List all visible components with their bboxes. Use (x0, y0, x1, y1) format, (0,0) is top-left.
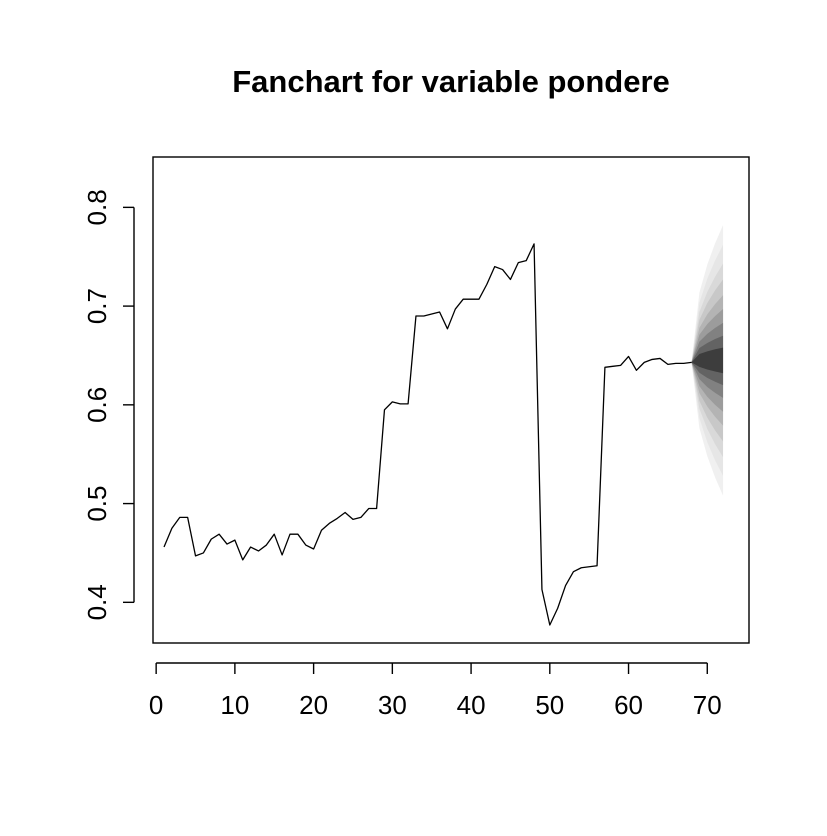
fan-band-9 (691, 347, 724, 374)
series-line-1 (163, 243, 692, 626)
x-tick-label: 0 (149, 690, 163, 720)
x-tick-label: 50 (535, 690, 564, 720)
series-layer (163, 243, 692, 626)
fan-bands (691, 225, 724, 496)
y-axis: 0.4 0.5 0.6 0.7 0.8 (82, 189, 135, 620)
x-tick-label: 60 (614, 690, 643, 720)
chart-title: Fanchart for variable pondere (232, 64, 670, 99)
plot-frame (152, 156, 750, 644)
x-tick-label: 20 (299, 690, 328, 720)
x-tick-label: 70 (693, 690, 722, 720)
y-tick-label: 0.5 (82, 486, 112, 522)
x-tick-label: 30 (378, 690, 407, 720)
x-tick-label: 40 (457, 690, 486, 720)
y-tick-label: 0.7 (82, 288, 112, 324)
y-tick-label: 0.6 (82, 387, 112, 423)
y-tick-label: 0.8 (82, 189, 112, 225)
x-tick-label: 10 (220, 690, 249, 720)
x-axis: 0 10 20 30 40 50 60 70 (149, 662, 722, 720)
y-tick-label: 0.4 (82, 584, 112, 620)
